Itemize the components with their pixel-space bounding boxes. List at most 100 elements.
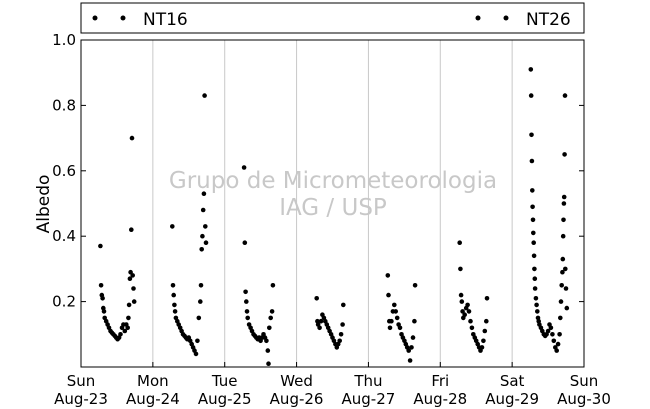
data-point bbox=[551, 338, 557, 344]
data-point bbox=[409, 345, 414, 350]
data-point bbox=[397, 325, 403, 331]
data-point bbox=[243, 289, 248, 295]
x-tick-label-day: Wed bbox=[280, 372, 313, 390]
x-tick-label-date: Aug-23 bbox=[54, 390, 108, 408]
data-point bbox=[534, 302, 539, 308]
watermark: Grupo de Micrometeorologia IAG / USP bbox=[169, 168, 497, 221]
data-point bbox=[529, 132, 534, 138]
data-point bbox=[337, 338, 343, 344]
legend-marker bbox=[475, 15, 481, 21]
data-point bbox=[561, 217, 566, 223]
data-point bbox=[269, 309, 275, 314]
y-axis: 0.2 0.4 0.6 0.8 1.0 bbox=[52, 31, 584, 311]
data-point bbox=[127, 276, 133, 282]
x-tick-label-date: Aug-30 bbox=[557, 390, 611, 408]
data-point bbox=[561, 201, 567, 206]
data-point bbox=[532, 266, 537, 272]
data-point bbox=[562, 93, 568, 98]
data-point bbox=[101, 309, 107, 314]
y-tick-label: 0.8 bbox=[52, 96, 76, 114]
y-tick-label: 0.6 bbox=[52, 162, 76, 180]
data-point bbox=[458, 266, 463, 272]
data-point bbox=[98, 243, 103, 249]
data-point bbox=[412, 318, 417, 324]
data-point bbox=[200, 233, 205, 239]
data-point bbox=[530, 188, 535, 193]
data-point bbox=[535, 309, 540, 314]
data-point bbox=[458, 292, 464, 298]
data-point bbox=[465, 302, 470, 308]
data-point bbox=[265, 348, 271, 353]
data-point bbox=[268, 315, 274, 321]
data-point bbox=[530, 204, 535, 210]
watermark-line-2: IAG / USP bbox=[279, 195, 387, 221]
watermark-line-1: Grupo de Micrometeorologia bbox=[169, 168, 497, 194]
data-point bbox=[244, 299, 249, 304]
data-point bbox=[241, 165, 247, 170]
data-point bbox=[531, 253, 537, 259]
data-point bbox=[314, 296, 320, 301]
data-point bbox=[482, 328, 488, 334]
legend-marker bbox=[503, 15, 509, 21]
data-point bbox=[560, 233, 566, 239]
data-point bbox=[100, 296, 105, 301]
legend-entry: NT16 bbox=[92, 10, 188, 30]
data-point bbox=[126, 302, 132, 308]
x-tick-label-day: Sun bbox=[570, 372, 599, 390]
data-point bbox=[172, 302, 177, 308]
data-point bbox=[558, 299, 564, 304]
data-point bbox=[98, 283, 104, 288]
data-point bbox=[531, 230, 536, 236]
data-point bbox=[199, 247, 204, 252]
data-point bbox=[195, 338, 200, 344]
x-tick-label-date: Aug-26 bbox=[270, 390, 324, 408]
plot-frame bbox=[80, 39, 585, 368]
data-point bbox=[130, 273, 135, 278]
data-point bbox=[412, 283, 418, 288]
data-point bbox=[533, 296, 539, 301]
data-point bbox=[554, 348, 559, 353]
data-point bbox=[244, 309, 250, 314]
data-point bbox=[270, 283, 276, 288]
legend-entry: NT26 bbox=[475, 10, 571, 30]
legend-label: NT16 bbox=[143, 10, 188, 30]
x-tick-label-date: Aug-24 bbox=[126, 390, 180, 408]
y-tick-label: 1.0 bbox=[52, 31, 76, 49]
data-point bbox=[548, 325, 554, 331]
data-points bbox=[98, 67, 570, 367]
data-point bbox=[528, 67, 534, 72]
grid bbox=[152, 40, 513, 367]
data-point bbox=[242, 240, 248, 245]
data-point bbox=[266, 361, 271, 367]
data-point bbox=[386, 292, 391, 298]
data-point bbox=[131, 299, 137, 304]
x-tick-label-day: Sun bbox=[67, 372, 96, 390]
data-point bbox=[563, 266, 568, 272]
data-point bbox=[560, 269, 565, 275]
x-tick-label-date: Aug-27 bbox=[342, 390, 396, 408]
y-axis-label: Albedo bbox=[34, 175, 54, 234]
data-point bbox=[528, 93, 534, 98]
data-point bbox=[393, 309, 399, 314]
x-tick-label-day: Mon bbox=[137, 372, 169, 390]
data-point bbox=[129, 135, 135, 141]
x-tick-label-day: Fri bbox=[431, 372, 449, 390]
data-point bbox=[118, 332, 123, 337]
data-point bbox=[559, 283, 564, 288]
data-point bbox=[557, 332, 562, 337]
data-point bbox=[318, 318, 324, 324]
data-point bbox=[122, 328, 128, 334]
data-point bbox=[170, 224, 175, 229]
data-point bbox=[459, 299, 465, 304]
x-tick-label-date: Aug-28 bbox=[413, 390, 467, 408]
data-point bbox=[563, 286, 569, 291]
x-tick-label-day: Thu bbox=[353, 372, 382, 390]
data-point bbox=[196, 315, 202, 321]
series-NT16 bbox=[98, 93, 490, 367]
data-point bbox=[340, 322, 345, 327]
data-point bbox=[392, 302, 397, 308]
data-point bbox=[267, 325, 272, 331]
legend-marker bbox=[92, 15, 98, 21]
data-point bbox=[462, 312, 468, 318]
